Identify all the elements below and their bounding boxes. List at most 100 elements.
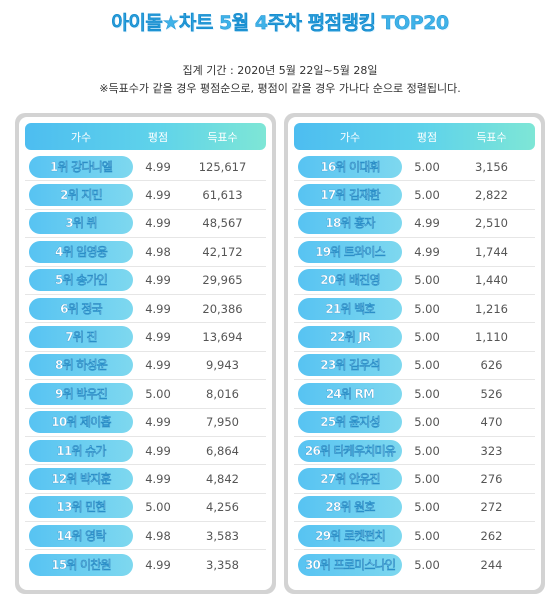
table-row: 7위 진 4.99 13,694 bbox=[25, 323, 266, 352]
artist-cell: 28위 원호 bbox=[294, 496, 406, 519]
table-row: 25위 윤지성 5.00 470 bbox=[294, 409, 535, 437]
rating-cell: 4.98 bbox=[145, 528, 171, 543]
table-header-right: 가수 평점 득표수 bbox=[294, 123, 535, 150]
artist-rank-label: 23위 김우석 bbox=[298, 354, 402, 377]
artist-rank-label: 17위 김재환 bbox=[298, 184, 402, 207]
artist-cell: 27위 안유진 bbox=[294, 467, 406, 490]
artist-rank-label: 15위 이찬원 bbox=[29, 553, 133, 576]
table-row: 8위 하성운 4.99 9,943 bbox=[25, 352, 266, 381]
table-row: 12위 박지훈 4.99 4,842 bbox=[25, 465, 266, 494]
table-row: 27위 안유진 5.00 276 bbox=[294, 465, 535, 494]
artist-cell: 2위 지민 bbox=[25, 184, 137, 207]
table-row: 20위 배진영 5.00 1,440 bbox=[294, 267, 535, 295]
artist-rank-label: 7위 진 bbox=[29, 326, 133, 349]
rating-cell: 5.00 bbox=[414, 471, 440, 486]
votes-cell: 244 bbox=[480, 557, 503, 572]
table-row: 17위 김재환 5.00 2,822 bbox=[294, 181, 535, 210]
table-header-left: 가수 평점 득표수 bbox=[25, 123, 266, 150]
artist-rank-label: 9위 박우진 bbox=[29, 382, 133, 405]
votes-cell: 3,583 bbox=[206, 528, 239, 543]
artist-rank-label: 6위 정국 bbox=[29, 297, 133, 320]
votes-cell: 272 bbox=[480, 500, 503, 515]
rating-cell: 4.99 bbox=[145, 415, 171, 430]
artist-rank-label: 16위 이대휘 bbox=[298, 155, 402, 178]
votes-cell: 4,256 bbox=[206, 500, 239, 515]
rating-cell: 4.99 bbox=[414, 244, 440, 259]
votes-cell: 4,842 bbox=[206, 471, 239, 486]
artist-cell: 5위 송가인 bbox=[25, 269, 137, 292]
artist-cell: 3위 뷔 bbox=[25, 212, 137, 235]
table-body-right: 16위 이대휘 5.00 3,156 17위 김재환 5.00 2,822 18위 홍자 4.… bbox=[294, 153, 535, 579]
artist-cell: 4위 임영웅 bbox=[25, 240, 137, 263]
artist-cell: 26위 타케우치미유 bbox=[294, 439, 406, 462]
artist-cell: 9위 박우진 bbox=[25, 382, 137, 405]
artist-rank-label: 1위 강다니엘 bbox=[29, 155, 133, 178]
table-row: 24위 RM 5.00 526 bbox=[294, 380, 535, 409]
table-row: 23위 김우석 5.00 626 bbox=[294, 352, 535, 381]
artist-rank-label: 18위 홍자 bbox=[298, 212, 402, 235]
table-row: 11위 슈가 4.99 6,864 bbox=[25, 437, 266, 466]
artist-rank-label: 29위 로켓펀치 bbox=[298, 524, 402, 547]
header-rating: 평점 bbox=[416, 130, 438, 144]
rating-cell: 5.00 bbox=[414, 415, 440, 430]
rating-cell: 4.99 bbox=[145, 358, 171, 373]
table-body-left: 1위 강다니엘 4.99 125,617 2위 지민 4.99 61,613 3위 뷔 4.9… bbox=[25, 153, 266, 579]
artist-cell: 14위 영탁 bbox=[25, 524, 137, 547]
rating-cell: 5.00 bbox=[414, 273, 440, 288]
header-votes: 득표수 bbox=[207, 130, 238, 144]
artist-cell: 10위 제이홉 bbox=[25, 411, 137, 434]
artist-rank-label: 2위 지민 bbox=[29, 184, 133, 207]
artist-cell: 15위 이찬원 bbox=[25, 553, 137, 576]
artist-cell: 22위 JR bbox=[294, 326, 406, 349]
table-row: 16위 이대휘 5.00 3,156 bbox=[294, 153, 535, 182]
table-row: 5위 송가인 4.99 29,965 bbox=[25, 267, 266, 295]
votes-cell: 2,510 bbox=[475, 216, 508, 231]
table-row: 3위 뷔 4.99 48,567 bbox=[25, 210, 266, 239]
votes-cell: 13,694 bbox=[202, 330, 243, 345]
rating-cell: 4.99 bbox=[145, 330, 171, 345]
artist-rank-label: 25위 윤지성 bbox=[298, 411, 402, 434]
sort-note: ※득표수가 같을 경우 평점순으로, 평점이 같을 경우 가나다 순으로 정렬됩… bbox=[99, 82, 461, 95]
artist-cell: 25위 윤지성 bbox=[294, 411, 406, 434]
votes-cell: 1,216 bbox=[475, 301, 508, 316]
rating-cell: 4.99 bbox=[145, 471, 171, 486]
votes-cell: 6,864 bbox=[206, 443, 239, 458]
artist-rank-label: 11위 슈가 bbox=[29, 439, 133, 462]
table-row: 30위 프로미스나인 5.00 244 bbox=[294, 550, 535, 578]
rating-cell: 4.99 bbox=[145, 443, 171, 458]
artist-cell: 13위 민현 bbox=[25, 496, 137, 519]
table-row: 13위 민현 5.00 4,256 bbox=[25, 494, 266, 523]
rating-cell: 4.99 bbox=[145, 159, 171, 174]
rating-cell: 5.00 bbox=[414, 358, 440, 373]
votes-cell: 526 bbox=[480, 386, 503, 401]
artist-rank-label: 22위 JR bbox=[298, 326, 402, 349]
rating-cell: 4.98 bbox=[145, 244, 171, 259]
votes-cell: 470 bbox=[480, 415, 503, 430]
artist-rank-label: 27위 안유진 bbox=[298, 467, 402, 490]
artist-cell: 6위 정국 bbox=[25, 297, 137, 320]
table-row: 26위 타케우치미유 5.00 323 bbox=[294, 437, 535, 466]
table-row: 22위 JR 5.00 1,110 bbox=[294, 323, 535, 352]
artist-cell: 18위 홍자 bbox=[294, 212, 406, 235]
votes-cell: 3,358 bbox=[206, 557, 239, 572]
votes-cell: 61,613 bbox=[202, 188, 243, 203]
artist-rank-label: 8위 하성운 bbox=[29, 354, 133, 377]
votes-cell: 276 bbox=[480, 471, 503, 486]
votes-cell: 626 bbox=[480, 358, 503, 373]
votes-cell: 7,950 bbox=[206, 415, 239, 430]
votes-cell: 2,822 bbox=[475, 188, 508, 203]
artist-rank-label: 21위 백호 bbox=[298, 297, 402, 320]
votes-cell: 1,440 bbox=[475, 273, 508, 288]
table-row: 6위 정국 4.99 20,386 bbox=[25, 295, 266, 324]
artist-rank-label: 12위 박지훈 bbox=[29, 467, 133, 490]
artist-rank-label: 5위 송가인 bbox=[29, 269, 133, 292]
table-inner-left: 가수 평점 득표수 1위 강다니엘 4.99 125,617 2위 지민 4.99 61,… bbox=[19, 117, 272, 590]
header-artist: 가수 bbox=[70, 130, 92, 144]
artist-cell: 19위 트와이스 bbox=[294, 240, 406, 263]
rating-cell: 5.00 bbox=[414, 557, 440, 572]
table-row: 18위 홍자 4.99 2,510 bbox=[294, 210, 535, 239]
period-text: 집계 기간 : 2020년 5월 22일~5월 28일 bbox=[182, 64, 378, 77]
artist-cell: 30위 프로미스나인 bbox=[294, 553, 406, 576]
rating-cell: 5.00 bbox=[414, 500, 440, 515]
table-row: 29위 로켓펀치 5.00 262 bbox=[294, 522, 535, 551]
